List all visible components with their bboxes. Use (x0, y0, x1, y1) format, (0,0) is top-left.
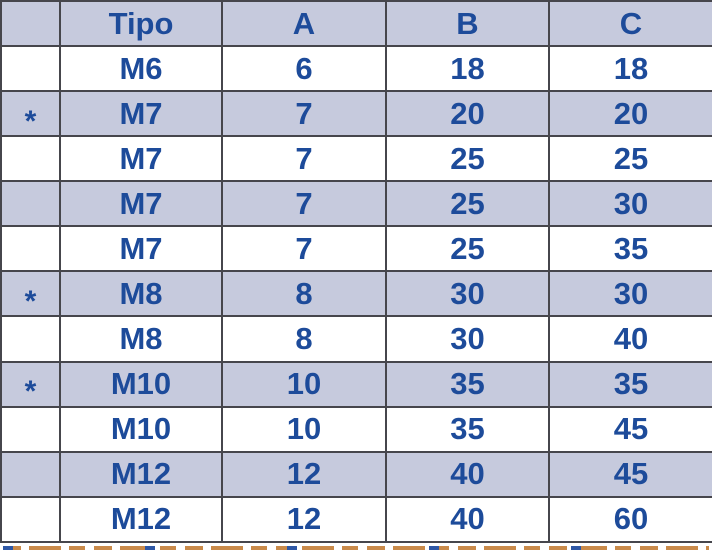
flag-cell (0, 135, 61, 183)
tipo-cell: M7 (59, 225, 223, 273)
c-cell: 30 (548, 180, 712, 228)
tipo-cell: M12 (59, 495, 223, 544)
table-row: M6 6 18 18 (0, 44, 712, 93)
a-cell: 12 (221, 450, 387, 498)
a-cell: 7 (221, 135, 387, 183)
b-cell: 25 (385, 135, 550, 183)
table-row: * M8 8 30 30 (0, 270, 712, 318)
b-cell: 35 (385, 405, 550, 453)
b-cell: 30 (385, 270, 550, 318)
a-cell: 6 (221, 44, 387, 93)
flag-cell (0, 225, 61, 273)
tipo-cell: M8 (59, 270, 223, 318)
flag-cell (0, 450, 61, 498)
table-row: M12 12 40 45 (0, 450, 712, 498)
c-cell: 35 (548, 225, 712, 273)
column-header-a: A (221, 0, 387, 47)
c-cell: 30 (548, 270, 712, 318)
a-cell: 10 (221, 360, 387, 408)
table-body: M6 6 18 18 * M7 7 20 20 M7 7 25 25 M7 7 … (0, 44, 712, 544)
asterisk-marker: * (24, 375, 37, 407)
a-cell: 7 (221, 90, 387, 138)
tipo-cell: M10 (59, 405, 223, 453)
tipo-cell: M10 (59, 360, 223, 408)
flag-cell (0, 44, 61, 93)
cropped-text-strip (3, 546, 709, 550)
c-cell: 35 (548, 360, 712, 408)
table-row: M7 7 25 35 (0, 225, 712, 273)
flag-cell (0, 180, 61, 228)
a-cell: 7 (221, 180, 387, 228)
tipo-cell: M7 (59, 180, 223, 228)
table-row: M8 8 30 40 (0, 315, 712, 363)
b-cell: 40 (385, 495, 550, 544)
flag-cell: * (0, 270, 61, 318)
b-cell: 25 (385, 225, 550, 273)
c-cell: 25 (548, 135, 712, 183)
asterisk-marker: * (24, 104, 37, 137)
column-header-flag (0, 0, 61, 47)
b-cell: 18 (385, 44, 550, 93)
a-cell: 8 (221, 315, 387, 363)
flag-cell (0, 405, 61, 453)
a-cell: 12 (221, 495, 387, 544)
c-cell: 40 (548, 315, 712, 363)
table-row: M7 7 25 25 (0, 135, 712, 183)
a-cell: 7 (221, 225, 387, 273)
table-row: M12 12 40 60 (0, 495, 712, 544)
flag-cell: * (0, 360, 61, 408)
b-cell: 20 (385, 90, 550, 138)
table-row: M10 10 35 45 (0, 405, 712, 453)
b-cell: 40 (385, 450, 550, 498)
tipo-cell: M6 (59, 44, 223, 93)
table-row: M7 7 25 30 (0, 180, 712, 228)
tipo-cell: M12 (59, 450, 223, 498)
c-cell: 45 (548, 405, 712, 453)
header-row: Tipo A B C (0, 0, 712, 47)
column-header-c: C (548, 0, 712, 47)
c-cell: 20 (548, 90, 712, 138)
flag-cell: * (0, 90, 61, 138)
c-cell: 45 (548, 450, 712, 498)
flag-cell (0, 495, 61, 544)
b-cell: 30 (385, 315, 550, 363)
table-row: * M7 7 20 20 (0, 90, 712, 138)
table-row: * M10 10 35 35 (0, 360, 712, 408)
a-cell: 8 (221, 270, 387, 318)
b-cell: 35 (385, 360, 550, 408)
c-cell: 18 (548, 44, 712, 93)
tipo-cell: M7 (59, 135, 223, 183)
column-header-b: B (385, 0, 550, 47)
c-cell: 60 (548, 495, 712, 544)
column-header-tipo: Tipo (59, 0, 223, 47)
a-cell: 10 (221, 405, 387, 453)
b-cell: 25 (385, 180, 550, 228)
tipo-cell: M7 (59, 90, 223, 138)
asterisk-marker: * (24, 284, 37, 317)
flag-cell (0, 315, 61, 363)
tipo-cell: M8 (59, 315, 223, 363)
